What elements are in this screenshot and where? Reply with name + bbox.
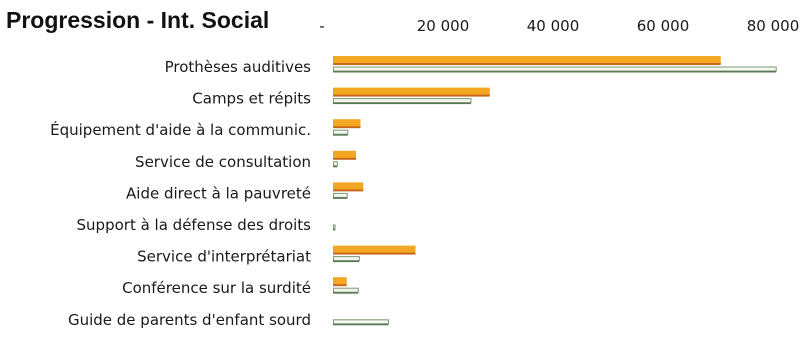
bar-series-2 — [333, 319, 389, 325]
bar-series-2 — [333, 192, 348, 198]
bar-series-1 — [333, 277, 347, 286]
bar-series-2-edge — [333, 134, 348, 136]
bar-series-2 — [333, 161, 338, 167]
bar-series-2 — [333, 98, 472, 104]
x-axis: - 20 000 40 000 60 000 80 000 — [319, 17, 799, 35]
plot-area — [333, 56, 777, 326]
bar-series-1-edge — [333, 126, 361, 129]
bar-series-2-edge — [333, 197, 348, 199]
bar-series-2-edge — [333, 260, 360, 263]
x-tick-label: - — [319, 17, 324, 35]
category-label: Guide de parents d'enfant sourd — [68, 311, 311, 329]
x-tick-label: 60 000 — [637, 17, 690, 35]
category-label: Équipement d'aide à la communic. — [50, 120, 311, 139]
bar-series-1 — [333, 245, 416, 254]
category-labels: Prothèses auditives Camps et répits Équipe… — [50, 58, 311, 329]
bar-series-2 — [333, 129, 349, 135]
bar-series-1-edge — [333, 157, 357, 160]
bar-series-2-edge — [333, 102, 471, 105]
bar-series-1 — [333, 56, 721, 64]
bar-series-2 — [333, 287, 359, 293]
bar-series-2-edge — [333, 323, 389, 326]
category-label: Camps et répits — [192, 90, 311, 108]
category-label: Support à la défense des droits — [77, 216, 312, 234]
bar-series-1 — [333, 119, 361, 128]
category-label: Prothèses auditives — [165, 58, 312, 76]
bar-series-1-edge — [333, 189, 364, 192]
bar-series-1-edge — [333, 252, 416, 255]
bar-series-1-edge — [333, 94, 490, 97]
bar-series-2 — [333, 224, 336, 230]
bar-series-1 — [333, 150, 357, 159]
x-tick-label: 80 000 — [747, 17, 800, 35]
category-label: Service d'interprétariat — [137, 248, 311, 266]
bar-series-1-edge — [333, 284, 347, 287]
bar-series-2-edge — [333, 292, 359, 294]
bar-series-1 — [333, 182, 364, 191]
bar-series-2-edge — [333, 71, 777, 73]
bar-series-2 — [333, 256, 360, 262]
bar-series-2-edge — [333, 229, 336, 231]
bar-series-2 — [333, 66, 777, 72]
category-label: Service de consultation — [135, 153, 311, 171]
x-tick-label: 20 000 — [417, 17, 470, 35]
x-tick-label: 40 000 — [527, 17, 580, 35]
chart-title: Progression - Int. Social — [6, 7, 269, 33]
category-label: Aide direct à la pauvreté — [126, 184, 311, 202]
bar-series-1 — [333, 87, 490, 96]
bar-series-1-edge — [333, 63, 721, 65]
bar-series-2-edge — [333, 165, 338, 168]
category-label: Conférence sur la surdité — [122, 279, 311, 297]
